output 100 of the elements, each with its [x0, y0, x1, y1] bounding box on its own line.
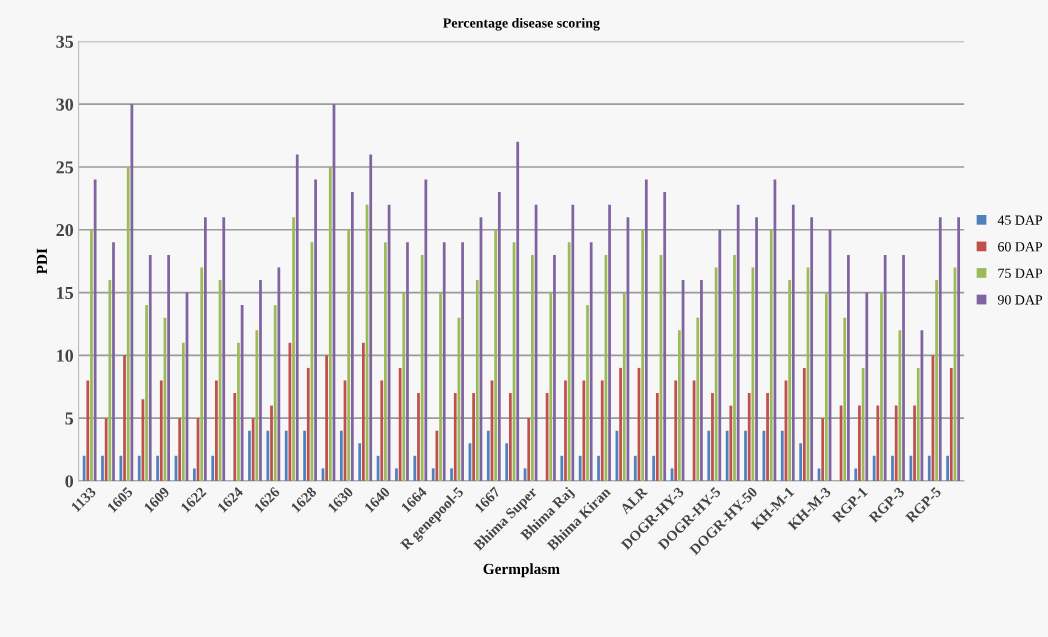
- bar: [255, 330, 259, 481]
- bar: [725, 430, 729, 481]
- bar: [104, 418, 108, 481]
- bar: [303, 430, 306, 481]
- bar: [472, 393, 475, 481]
- bar: [192, 468, 196, 481]
- bar: [156, 455, 159, 481]
- bar: [843, 317, 847, 481]
- bar: [273, 305, 277, 481]
- bar: [251, 418, 255, 481]
- bar: [652, 455, 656, 481]
- legend-label: 45 DAP: [997, 215, 1043, 225]
- bar: [358, 443, 362, 481]
- bar: [622, 292, 626, 481]
- bar: [200, 267, 204, 481]
- y-tick-label: 35: [56, 35, 74, 48]
- bar: [237, 342, 240, 481]
- bar: [347, 229, 351, 481]
- bar: [233, 393, 237, 481]
- bar: [597, 455, 600, 481]
- bar: [608, 204, 611, 481]
- bar: [178, 418, 182, 481]
- x-axis-title: Germplasm: [483, 563, 560, 578]
- bar: [549, 292, 553, 481]
- bar: [248, 430, 251, 481]
- bar: [674, 380, 678, 481]
- bar: [442, 242, 446, 481]
- bar: [314, 179, 317, 481]
- bar: [751, 267, 755, 481]
- bar: [553, 254, 556, 481]
- bar: [780, 430, 784, 481]
- bar: [927, 455, 931, 481]
- bar: [123, 355, 126, 481]
- bar: [891, 455, 894, 481]
- bar: [461, 242, 464, 481]
- bar: [824, 292, 828, 481]
- legend-label: 90 DAP: [997, 295, 1043, 305]
- bar: [957, 217, 961, 481]
- bar: [913, 405, 916, 481]
- bar: [277, 267, 281, 481]
- bar: [339, 430, 343, 481]
- bar: [108, 280, 112, 481]
- bar: [475, 280, 479, 481]
- bar: [847, 254, 850, 481]
- bar: [736, 204, 740, 481]
- bar: [567, 242, 571, 481]
- bar: [284, 430, 288, 481]
- bar: [564, 380, 567, 481]
- bar: [876, 405, 880, 481]
- bar: [655, 393, 659, 481]
- y-tick-label: 30: [56, 98, 74, 111]
- bar: [766, 393, 769, 481]
- bar: [350, 192, 354, 481]
- bar: [718, 229, 722, 481]
- y-tick-label: 15: [57, 286, 74, 300]
- bar: [508, 393, 512, 481]
- y-tick-label: 10: [57, 349, 74, 362]
- bar: [707, 430, 711, 481]
- bar: [560, 455, 564, 481]
- bar: [93, 179, 97, 481]
- bar: [821, 418, 825, 481]
- bar: [744, 430, 747, 481]
- y-tick-label: 20: [56, 224, 74, 237]
- bar: [733, 254, 736, 481]
- bar: [516, 141, 520, 481]
- bar: [222, 217, 226, 481]
- bar: [137, 455, 141, 481]
- bar: [872, 455, 876, 481]
- y-axis-title: PDI: [36, 248, 47, 275]
- bar: [663, 192, 667, 481]
- bar: [112, 242, 115, 481]
- bar: [938, 217, 942, 481]
- bar: [266, 430, 270, 481]
- legend-label: 60 DAP: [998, 242, 1043, 252]
- bar: [600, 380, 604, 481]
- chart-title: Percentage disease scoring: [443, 17, 600, 31]
- bar: [494, 229, 498, 481]
- bar: [916, 367, 920, 481]
- bar: [148, 254, 152, 481]
- bar: [880, 292, 883, 481]
- bar: [453, 393, 457, 481]
- bar: [571, 204, 575, 481]
- bar: [402, 292, 406, 481]
- bar: [949, 367, 953, 481]
- bar: [799, 443, 803, 481]
- bar: [747, 393, 751, 481]
- bar: [791, 204, 795, 481]
- bar: [101, 455, 104, 481]
- bar: [578, 455, 582, 481]
- bar: [450, 468, 453, 481]
- bar: [497, 192, 501, 481]
- legend-label: 75 DAP: [998, 268, 1043, 278]
- bar: [714, 267, 718, 481]
- bar: [883, 254, 887, 481]
- bar: [619, 367, 622, 481]
- bar: [362, 342, 365, 481]
- bar: [159, 380, 163, 481]
- bar: [589, 242, 593, 481]
- bar: [369, 154, 373, 481]
- bar: [788, 280, 791, 481]
